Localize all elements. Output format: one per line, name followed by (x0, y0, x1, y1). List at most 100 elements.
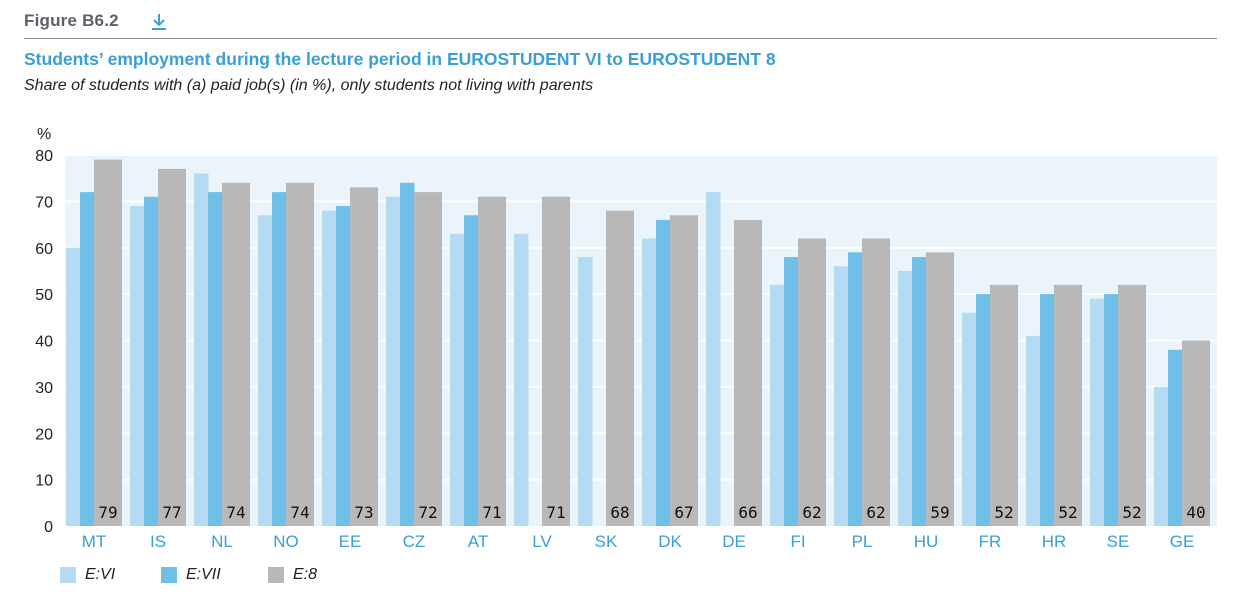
x-tick-label: FI (790, 532, 805, 551)
legend-swatch (161, 567, 177, 583)
bar (642, 238, 657, 526)
bar (322, 210, 337, 526)
y-tick-label: 80 (35, 148, 53, 165)
figure-header: Figure B6.2 (24, 10, 1217, 39)
bar (784, 257, 799, 526)
bar (66, 247, 81, 526)
data-label: 72 (418, 503, 437, 522)
bar (336, 206, 351, 526)
y-tick-label: 30 (35, 380, 53, 397)
legend-label: E:VI (85, 566, 116, 583)
y-tick-label: 20 (35, 426, 53, 443)
bar (286, 182, 314, 526)
legend-item: E:VII (161, 566, 221, 584)
data-label: 77 (162, 503, 181, 522)
y-tick-label: 70 (35, 194, 53, 211)
bar (1168, 349, 1183, 526)
bar (1040, 294, 1055, 526)
bar (656, 219, 671, 527)
bar (706, 192, 721, 526)
bar (94, 159, 122, 526)
bar (130, 206, 145, 526)
bar (464, 215, 479, 526)
bar (912, 257, 927, 526)
x-tick-label: DE (722, 532, 746, 551)
data-label: 52 (1058, 503, 1077, 522)
data-label: 79 (98, 503, 117, 522)
bar (386, 196, 401, 527)
bar (1154, 386, 1169, 526)
bar (834, 266, 849, 526)
bar (1104, 294, 1119, 526)
x-tick-label: AT (468, 532, 488, 551)
figure-label: Figure B6.2 (24, 11, 119, 30)
bar (80, 192, 95, 526)
bar (194, 173, 209, 527)
bar (898, 270, 913, 526)
x-tick-label: NL (211, 532, 233, 551)
x-tick-label: MT (82, 532, 107, 551)
bar (670, 215, 698, 526)
bar (542, 196, 570, 527)
data-label: 66 (738, 503, 757, 522)
y-tick-label: 50 (35, 287, 53, 304)
x-tick-label: HR (1042, 532, 1067, 551)
bar (258, 215, 273, 526)
x-tick-label: HU (914, 532, 939, 551)
x-tick-label: SK (595, 532, 618, 551)
bar (990, 284, 1018, 526)
bar (450, 233, 465, 526)
data-label: 71 (546, 503, 565, 522)
x-tick-label: LV (532, 532, 552, 551)
chart-subtitle: Share of students with (a) paid job(s) (… (24, 77, 594, 94)
bar (926, 252, 954, 526)
bar (158, 168, 186, 526)
bar (1026, 335, 1041, 526)
data-label: 68 (610, 503, 629, 522)
x-tick-label: CZ (403, 532, 426, 551)
chart-title: Students’ employment during the lecture … (24, 49, 776, 69)
bar (798, 238, 826, 526)
bar (1054, 284, 1082, 526)
y-tick-label: 10 (35, 473, 53, 490)
y-tick-label: 60 (35, 241, 53, 258)
bar (514, 233, 529, 526)
y-axis-label: % (37, 126, 51, 143)
bar (734, 219, 762, 527)
bar (962, 312, 977, 526)
data-label: 62 (866, 503, 885, 522)
legend-swatch (60, 567, 76, 583)
bar (208, 192, 223, 526)
data-label: 74 (290, 503, 309, 522)
bar (1090, 298, 1105, 526)
bar (1118, 284, 1146, 526)
bar (350, 187, 378, 526)
x-tick-label: EE (339, 532, 362, 551)
data-label: 52 (994, 503, 1013, 522)
legend-label: E:8 (293, 566, 318, 583)
data-label: 59 (930, 503, 949, 522)
y-tick-label: 40 (35, 334, 53, 351)
bar (578, 257, 593, 526)
data-label: 71 (482, 503, 501, 522)
bar (272, 192, 287, 526)
legend-swatch (268, 567, 284, 583)
data-label: 40 (1186, 503, 1205, 522)
y-tick-label: 0 (44, 519, 53, 536)
bar (1182, 340, 1210, 526)
x-tick-label: SE (1107, 532, 1130, 551)
legend-item: E:VI (60, 566, 115, 584)
bar (606, 210, 634, 526)
download-icon[interactable] (150, 12, 168, 32)
bar (144, 196, 159, 527)
bar (848, 252, 863, 526)
x-tick-label: DK (658, 532, 682, 551)
legend-label: E:VII (186, 566, 221, 583)
x-tick-label: PL (852, 532, 873, 551)
x-tick-label: IS (150, 532, 166, 551)
legend-item: E:8 (268, 566, 317, 584)
bar (862, 238, 890, 526)
x-tick-label: GE (1170, 532, 1195, 551)
bar (414, 192, 442, 526)
